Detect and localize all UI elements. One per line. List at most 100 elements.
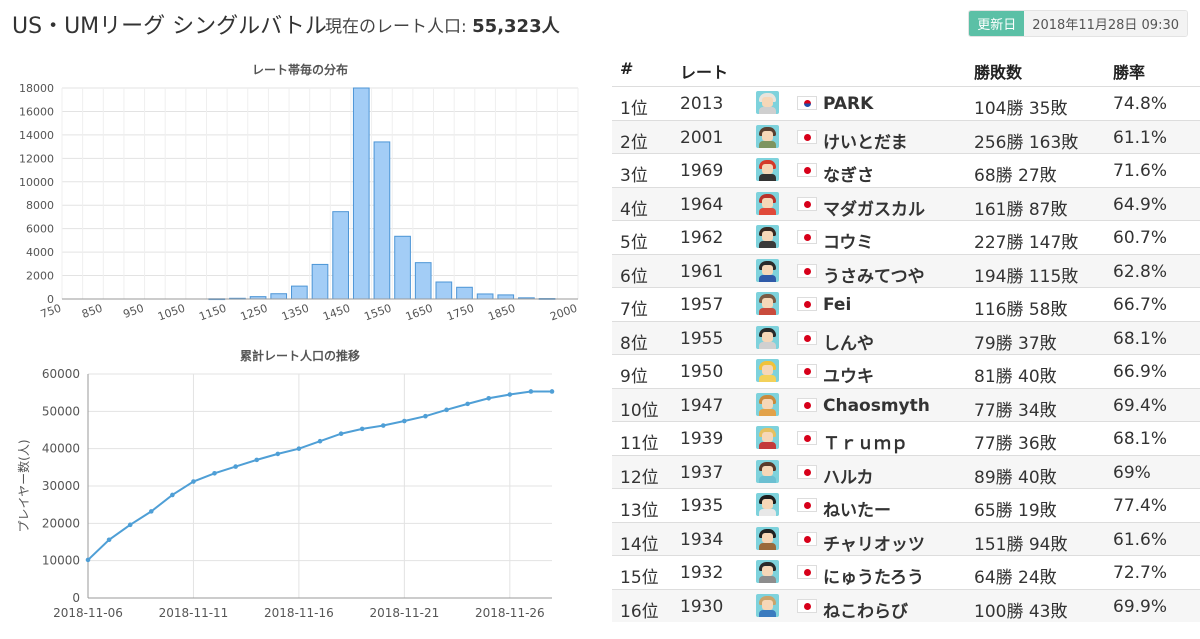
- winrate-cell: 64.9%: [1113, 194, 1168, 215]
- rank-cell: 6位: [620, 266, 648, 287]
- player-name[interactable]: Fei: [823, 295, 852, 315]
- data-point: [507, 392, 513, 397]
- player-name[interactable]: PARK: [823, 94, 874, 114]
- japan-flag-icon: [797, 565, 817, 579]
- player-name[interactable]: なぎさ: [823, 166, 874, 186]
- trainer-avatar-icon: [756, 258, 779, 282]
- ranking-row[interactable]: 4位 1964 マダガスカル 161勝 87敗 64.9%: [612, 186, 1200, 220]
- rate-cell: 1964: [680, 194, 724, 215]
- updated-badge: 更新日 2018年11月28日 09:30: [968, 10, 1188, 37]
- chart-title: 累計レート人口の推移: [240, 348, 360, 363]
- x-tick-label: 1650: [404, 302, 435, 324]
- ranking-row[interactable]: 5位 1962 コウミ 227勝 147敗 60.7%: [612, 220, 1200, 254]
- page-title: US・UMリーグ シングルバトル: [12, 14, 327, 39]
- japan-flag-icon: [797, 230, 817, 244]
- ranking-row[interactable]: 10位 1947 Chaosmyth 77勝 34敗 69.4%: [612, 387, 1200, 421]
- y-tick-label: 30000: [42, 479, 80, 493]
- x-tick-label: 850: [80, 302, 104, 321]
- winrate-cell: 60.7%: [1113, 228, 1168, 248]
- japan-flag-icon: [797, 196, 817, 211]
- player-name[interactable]: ねこわらび: [823, 601, 908, 622]
- trainer-avatar-icon: [756, 191, 779, 215]
- player-name[interactable]: Ｔｒｕｍｐ: [823, 434, 908, 454]
- rank-cell: 11位: [620, 434, 659, 454]
- data-point: [465, 401, 470, 407]
- winrate-cell: 61.1%: [1113, 127, 1168, 148]
- record-cell: 104勝 35敗: [974, 99, 1068, 119]
- ranking-row[interactable]: 16位 1930 ねこわらび 100勝 43敗 69.9%: [612, 588, 1200, 622]
- trainer-avatar-icon: [756, 225, 779, 248]
- ranking-row[interactable]: 13位 1935 ねいたー 65勝 19敗 77.4%: [612, 488, 1200, 522]
- player-name[interactable]: しんや: [823, 333, 874, 354]
- ranking-row[interactable]: 1位 2013 PARK 104勝 35敗 74.8%: [612, 86, 1200, 120]
- data-point: [254, 457, 260, 463]
- ranking-row[interactable]: 9位 1950 ユウキ 81勝 40敗 66.9%: [612, 354, 1200, 388]
- player-name[interactable]: チャリオッツ: [823, 534, 925, 555]
- ranking-row[interactable]: 6位 1961 うさみてつや 194勝 115敗 62.8%: [612, 253, 1200, 287]
- population-summary: 現在のレート人口: 55,323人: [325, 12, 560, 38]
- ranking-table: # レート 勝敗数 勝率 1位 2013 PARK 104勝 35敗 74.8% 2位 20…: [612, 52, 1200, 635]
- rank-cell: 12位: [620, 467, 659, 488]
- player-name[interactable]: マダガスカル: [823, 199, 925, 220]
- player-name[interactable]: ユウキ: [823, 367, 874, 387]
- japan-flag-icon: [797, 129, 817, 144]
- ranking-row[interactable]: 14位 1934 チャリオッツ 151勝 94敗 61.6%: [612, 521, 1200, 555]
- player-name[interactable]: ねいたー: [823, 501, 891, 521]
- data-point: [359, 426, 365, 432]
- player-name[interactable]: コウミ: [823, 233, 874, 253]
- ranking-row[interactable]: 2位 2001 けいとだま 256勝 163敗 61.1%: [612, 119, 1200, 153]
- ranking-row[interactable]: 12位 1937 ハルカ 89勝 40敗 69%: [612, 454, 1200, 488]
- record-cell: 194勝 115敗: [974, 266, 1079, 287]
- ranking-row[interactable]: 3位 1969 なぎさ 68勝 27敗 71.6%: [612, 153, 1200, 187]
- player-name[interactable]: うさみてつや: [823, 266, 925, 287]
- x-tick-label: 2018-11-16: [264, 606, 334, 620]
- rank-cell: 8位: [620, 333, 648, 354]
- x-tick-label: 950: [121, 302, 145, 321]
- japan-flag-icon: [797, 431, 817, 445]
- japan-flag-icon: [797, 531, 817, 546]
- rate-distribution-svg: レート帯毎の分布 0 2000 4000 6000 8000 10000 12000 14000…: [19, 62, 579, 324]
- rate-cell: 1937: [680, 462, 724, 483]
- player-name[interactable]: にゅうたろう: [823, 568, 924, 588]
- data-point: [486, 395, 492, 401]
- japan-flag-icon: [797, 297, 817, 311]
- series-line: [87, 390, 552, 561]
- rank-cell: 4位: [620, 199, 648, 220]
- winrate-cell: 61.6%: [1113, 529, 1168, 550]
- x-tick-label: 1550: [363, 302, 394, 324]
- x-tick-label: 1050: [156, 302, 187, 324]
- player-name[interactable]: けいとだま: [823, 132, 908, 153]
- record-cell: 81勝 40敗: [974, 367, 1057, 387]
- japan-flag-icon: [797, 330, 817, 345]
- data-point: [191, 479, 196, 484]
- record-cell: 77勝 36敗: [974, 434, 1057, 454]
- data-point: [275, 451, 281, 457]
- rate-cell: 1957: [680, 295, 724, 315]
- rate-cell: 1935: [680, 496, 724, 516]
- player-name[interactable]: ハルカ: [823, 467, 874, 488]
- y-tick-label: 0: [72, 591, 80, 605]
- ranking-header: # レート 勝敗数 勝率: [612, 52, 1200, 86]
- data-point: [212, 471, 217, 476]
- y-tick-label: 0: [47, 293, 54, 306]
- y-tick-label: 10000: [19, 176, 54, 189]
- rate-cell: 2013: [680, 94, 724, 114]
- winrate-cell: 71.6%: [1113, 161, 1168, 181]
- ranking-row[interactable]: 11位 1939 Ｔｒｕｍｐ 77勝 36敗 68.1%: [612, 421, 1200, 455]
- rate-cell: 1932: [680, 563, 724, 583]
- japan-flag-icon: [797, 397, 817, 412]
- winrate-cell: 62.8%: [1113, 261, 1168, 282]
- trainer-avatar-icon: [756, 593, 779, 617]
- histogram-bar: [291, 285, 308, 300]
- ranking-row[interactable]: 8位 1955 しんや 79勝 37敗 68.1%: [612, 320, 1200, 354]
- trainer-avatar-icon: [756, 560, 779, 583]
- player-name[interactable]: Chaosmyth: [823, 395, 930, 416]
- data-point: [528, 389, 534, 394]
- col-rank: #: [620, 59, 634, 78]
- data-point: [170, 492, 175, 498]
- y-tick-label: 18000: [19, 82, 54, 95]
- histogram-bar: [435, 281, 453, 300]
- ranking-row[interactable]: 15位 1932 にゅうたろう 64勝 24敗 72.7%: [612, 555, 1200, 589]
- ranking-row[interactable]: 7位 1957 Fei 116勝 58敗 66.7%: [612, 287, 1200, 321]
- japan-flag-icon: [797, 498, 817, 512]
